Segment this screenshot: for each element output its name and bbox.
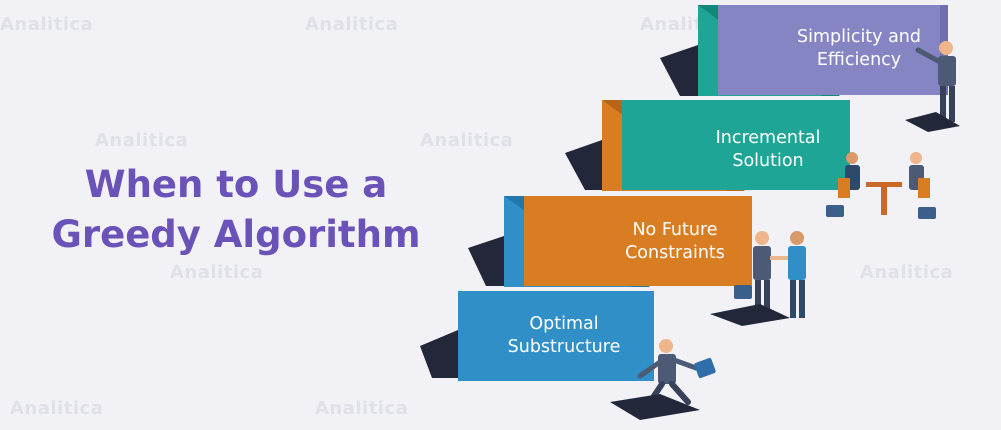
step-1-tread xyxy=(458,291,654,381)
step-label-no-future-constraints: No Future Constraints xyxy=(600,219,750,265)
step-label-optimal-substructure: Optimal Substructure xyxy=(478,313,650,359)
watermark: Analitica xyxy=(0,14,94,35)
title-line-1: When to Use a xyxy=(84,163,388,206)
step-2-tread xyxy=(524,196,752,286)
watermark: Analitica xyxy=(95,130,189,151)
step-1-line-1: Optimal xyxy=(529,314,599,334)
step-2-line-2: Constraints xyxy=(625,243,725,263)
step-3-line-1: Incremental xyxy=(715,128,821,148)
step-1-line-2: Substructure xyxy=(507,337,621,357)
step-shadow xyxy=(565,140,602,190)
step-3-tread xyxy=(622,100,850,190)
watermark: Analitica xyxy=(170,262,264,283)
running-businessman xyxy=(610,339,716,420)
title-line-2: Greedy Algorithm xyxy=(51,213,421,256)
step-shadow xyxy=(468,236,504,286)
step-4-line-2: Efficiency xyxy=(816,50,902,70)
watermark: Analitica xyxy=(305,14,399,35)
step-shadow xyxy=(420,330,458,378)
handshake-pair xyxy=(710,231,806,326)
meeting-at-table xyxy=(826,152,936,219)
step-4-line-1: Simplicity and xyxy=(796,27,922,47)
step-shadow xyxy=(660,45,698,96)
step-label-simplicity-efficiency: Simplicity and Efficiency xyxy=(774,26,944,72)
watermark: Analitica xyxy=(315,398,409,419)
watermark: Analitica xyxy=(860,262,954,283)
businessman-presenting xyxy=(905,41,960,132)
step-3-line-2: Solution xyxy=(732,151,804,171)
page-title: When to Use a Greedy Algorithm xyxy=(36,160,436,260)
watermark: Analitica xyxy=(10,398,104,419)
watermark: Analitica xyxy=(420,130,514,151)
step-label-incremental-solution: Incremental Solution xyxy=(688,127,848,173)
step-2-line-1: No Future xyxy=(632,220,718,240)
step-4-tread xyxy=(718,5,948,95)
